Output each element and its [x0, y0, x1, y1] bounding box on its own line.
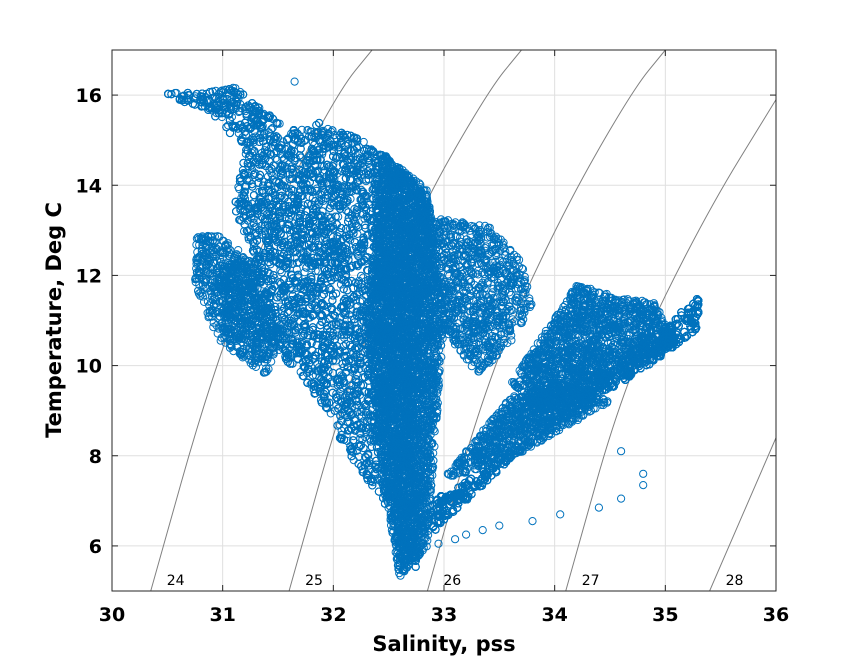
data-point	[250, 248, 259, 257]
data-point	[277, 268, 286, 277]
data-point	[319, 168, 328, 177]
data-point	[308, 194, 317, 203]
data-point	[357, 271, 366, 280]
data-point	[332, 389, 341, 399]
data-point	[360, 400, 369, 409]
data-point	[333, 331, 342, 340]
data-point	[295, 159, 304, 168]
data-point	[240, 227, 249, 236]
density-contour-line	[709, 437, 776, 591]
scatter-points	[164, 77, 703, 580]
data-point	[224, 121, 233, 130]
data-point	[368, 478, 377, 487]
data-point	[355, 148, 364, 158]
data-point	[259, 177, 268, 186]
data-point	[360, 214, 369, 223]
data-point	[276, 293, 285, 302]
data-point	[356, 297, 365, 306]
data-point	[359, 137, 368, 147]
data-point	[256, 129, 265, 138]
